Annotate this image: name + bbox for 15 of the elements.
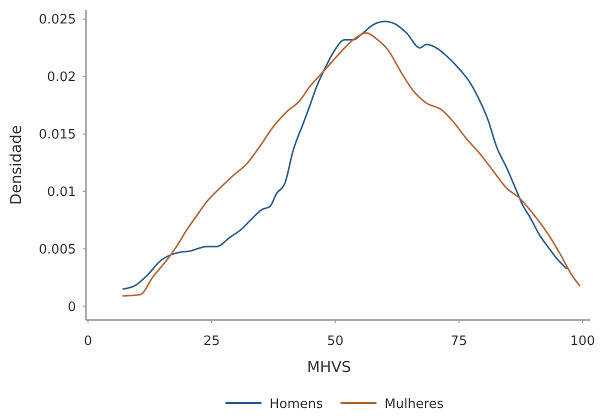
legend-label: Homens (270, 397, 324, 412)
x-tick-label: 50 (327, 334, 344, 349)
x-tick-label: 25 (203, 334, 220, 349)
x-tick-label: 100 (570, 334, 595, 349)
x-tick-label: 75 (450, 334, 468, 349)
y-tick-label: 0.01 (47, 184, 76, 200)
x-tick-label: 0 (84, 334, 92, 349)
y-tick-label: 0.005 (38, 242, 76, 258)
y-tick-label: 0 (68, 300, 76, 315)
y-axis-title: Densidade (7, 125, 25, 205)
x-axis-title: MHVS (306, 358, 352, 376)
y-tick-label: 0.025 (38, 12, 76, 28)
y-tick-label: 0.02 (47, 70, 76, 86)
y-tick-label: 0.015 (38, 128, 76, 143)
legend-label: Mulheres (384, 397, 444, 412)
